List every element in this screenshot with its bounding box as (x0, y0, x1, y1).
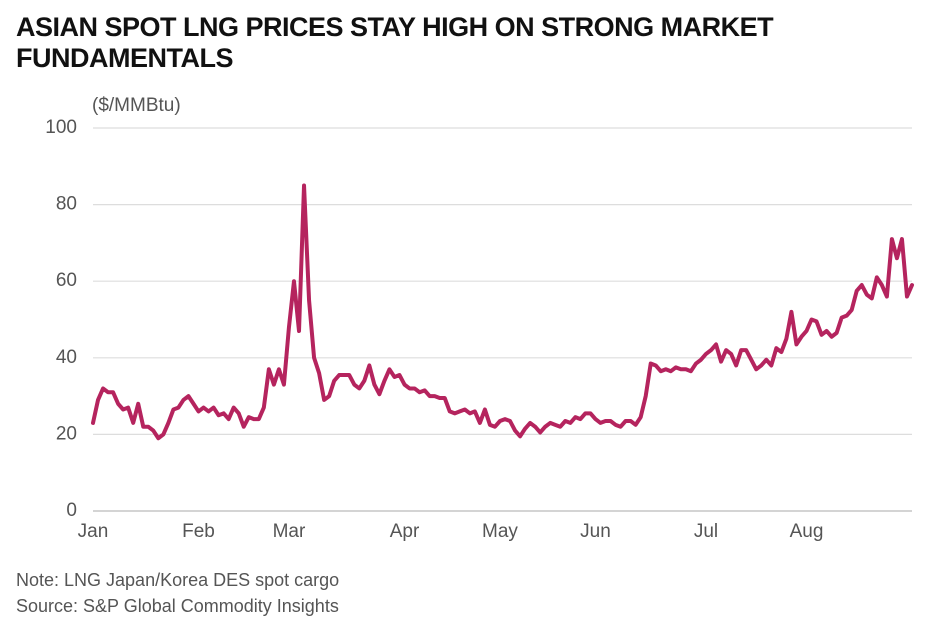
y-tick-label: 60 (56, 270, 77, 291)
x-tick-label: Aug (790, 521, 824, 542)
y-axis-label: ($/MMBtu) (92, 95, 181, 116)
note: Note: LNG Japan/Korea DES spot cargo (16, 570, 340, 590)
x-tick-label: Jun (580, 521, 611, 542)
y-tick-label: 40 (56, 347, 77, 368)
y-tick-label: 80 (56, 194, 77, 215)
x-tick-label: Mar (273, 521, 306, 542)
x-tick-label: Feb (182, 521, 215, 542)
chart-title: ASIAN SPOT LNG PRICES STAY HIGH ON STRON… (16, 12, 774, 73)
y-tick-label: 0 (66, 500, 77, 521)
source: Source: S&P Global Commodity Insights (16, 596, 339, 616)
y-tick-label: 100 (45, 117, 77, 138)
x-tick-label: Jul (694, 521, 718, 542)
x-tick-label: Apr (390, 521, 420, 542)
x-tick-label: Jan (78, 521, 109, 542)
price-line (91, 183, 914, 441)
x-tick-label: May (482, 521, 518, 542)
y-tick-label: 20 (56, 423, 77, 444)
